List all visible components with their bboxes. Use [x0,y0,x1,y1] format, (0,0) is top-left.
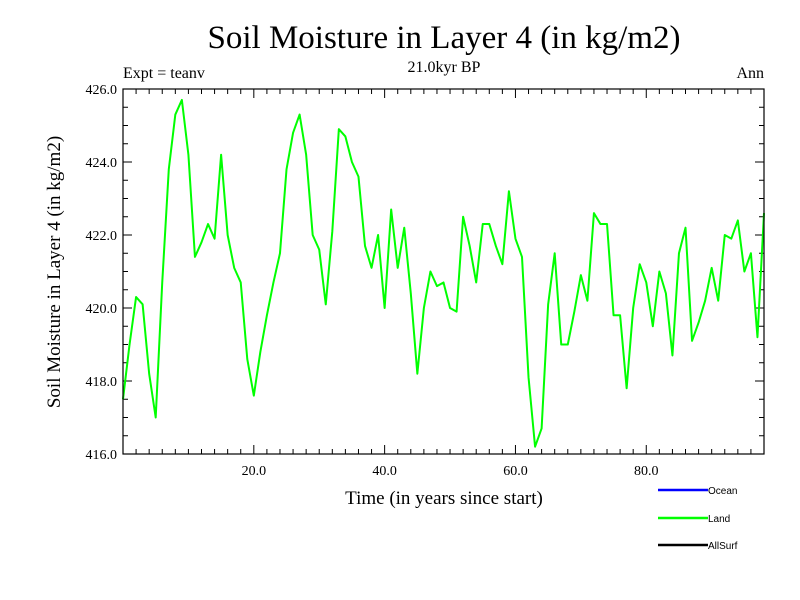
season-label: Ann [736,65,764,82]
y-tick-label: 422.0 [86,229,118,244]
axis-ticks [123,89,764,454]
y-tick-label: 418.0 [86,375,118,390]
y-tick-label: 416.0 [86,448,118,463]
chart-subtitle: 21.0kyr BP [408,59,481,76]
series-line-land [122,98,765,448]
legend-label-allsurf: AllSurf [708,541,738,552]
x-tick-label: 60.0 [503,464,528,479]
y-axis-label: Soil Moisture in Layer 4 (in kg/m2) [44,136,65,408]
x-tick-label: 20.0 [242,464,267,479]
legend-label-land: Land [708,514,730,525]
legend-label-ocean: Ocean [708,486,737,497]
experiment-label: Expt = teanv [123,65,205,82]
y-tick-label: 424.0 [86,156,118,171]
plot-frame [122,88,765,455]
x-tick-label: 80.0 [634,464,659,479]
tick-labels: 20.0 40.0 60.0 80.0 416.0 418.0 420.0 422.0 424.… [86,83,659,479]
x-tick-label: 40.0 [372,464,397,479]
x-axis-label: Time (in years since start) [345,488,543,509]
legend: Ocean Land AllSurf [658,486,738,552]
y-tick-label: 420.0 [86,302,118,317]
plot-series [122,98,765,448]
chart-title: Soil Moisture in Layer 4 (in kg/m2) [208,20,681,56]
y-tick-label: 426.0 [86,83,118,98]
